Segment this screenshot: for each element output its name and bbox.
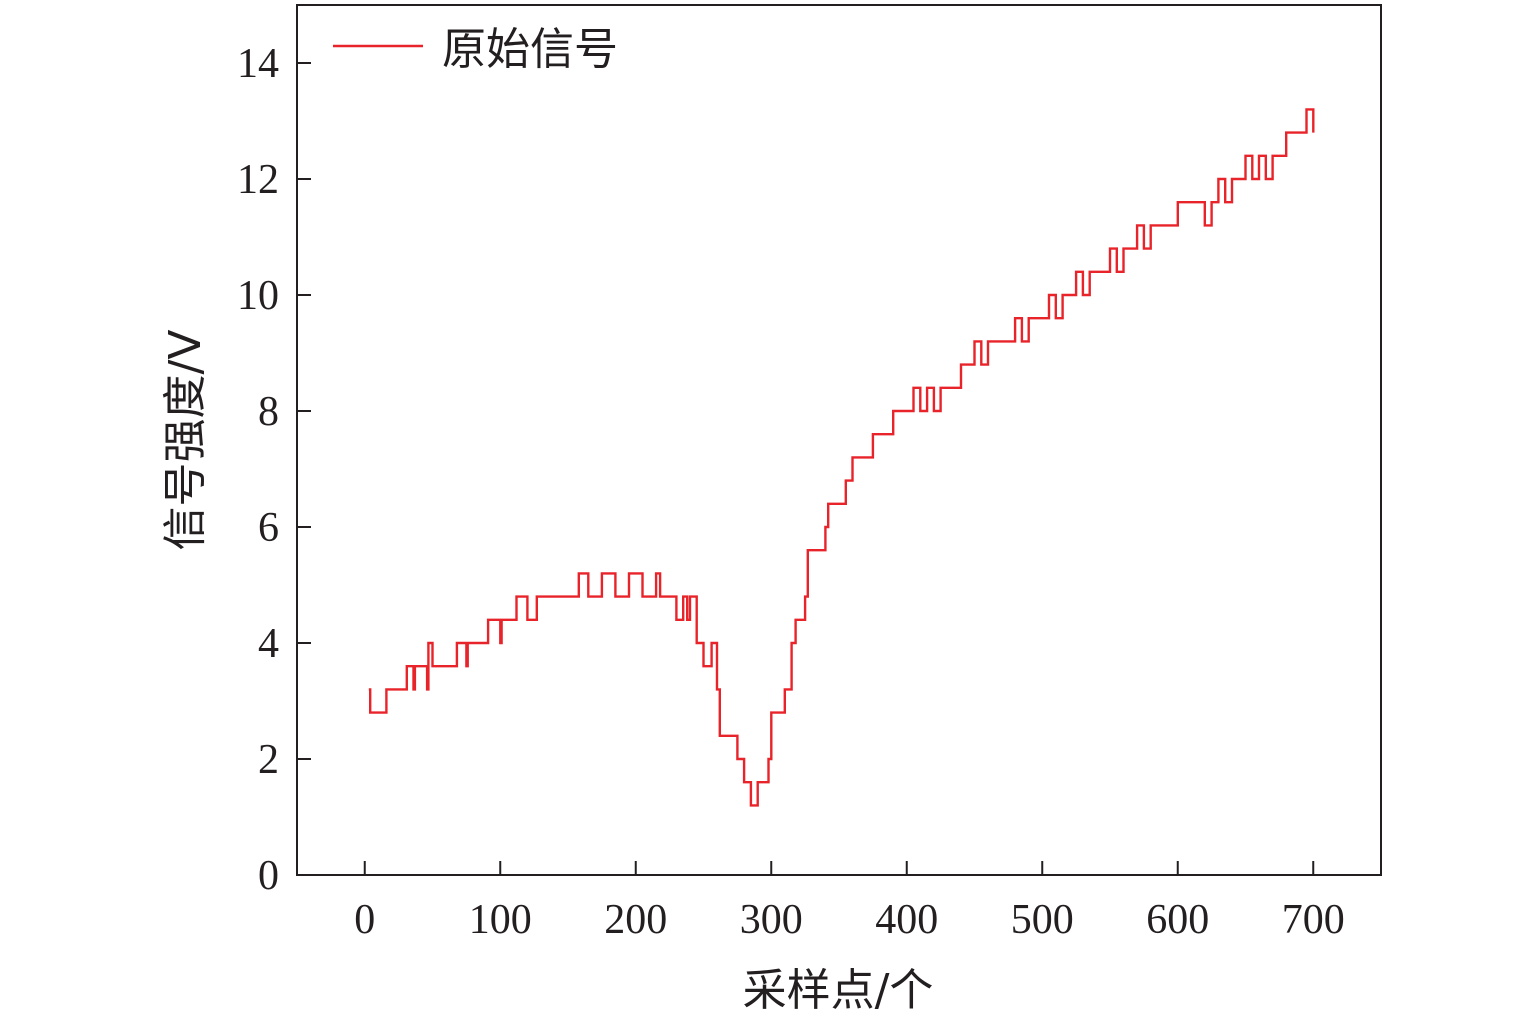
series-layer: [368, 108, 1315, 807]
y-tick-label: 14: [237, 41, 279, 87]
x-tick-label: 100: [469, 897, 532, 943]
x-tick-label: 500: [1011, 897, 1074, 943]
x-axis-title: 采样点/个: [743, 965, 934, 1016]
y-tick-label: 10: [237, 273, 279, 319]
y-tick-label: 12: [237, 157, 279, 203]
legend-label: 原始信号: [442, 24, 618, 75]
series-line-0: [368, 108, 1315, 807]
x-tick-label: 300: [740, 897, 803, 943]
x-tick-label: 0: [354, 897, 375, 943]
y-tick-label: 0: [258, 853, 279, 899]
plot-border: [296, 4, 1382, 876]
y-axis-title: 信号强度/V: [160, 330, 211, 551]
legend: 原始信号: [333, 24, 618, 75]
plot-frame: [296, 4, 1382, 876]
y-tick-label: 8: [258, 389, 279, 435]
y-tick-label: 2: [258, 737, 279, 783]
x-tick-label: 400: [875, 897, 938, 943]
x-tick-label: 700: [1282, 897, 1345, 943]
y-tick-label: 4: [258, 621, 279, 667]
y-tick-label: 6: [258, 505, 279, 551]
x-tick-label: 600: [1146, 897, 1209, 943]
y-axis-ticks: 0 2 4 6 8 10 12 14: [237, 41, 311, 899]
x-tick-label: 200: [604, 897, 667, 943]
x-axis-ticks: 0 100 200 300 400 500 600 700: [354, 861, 1345, 943]
